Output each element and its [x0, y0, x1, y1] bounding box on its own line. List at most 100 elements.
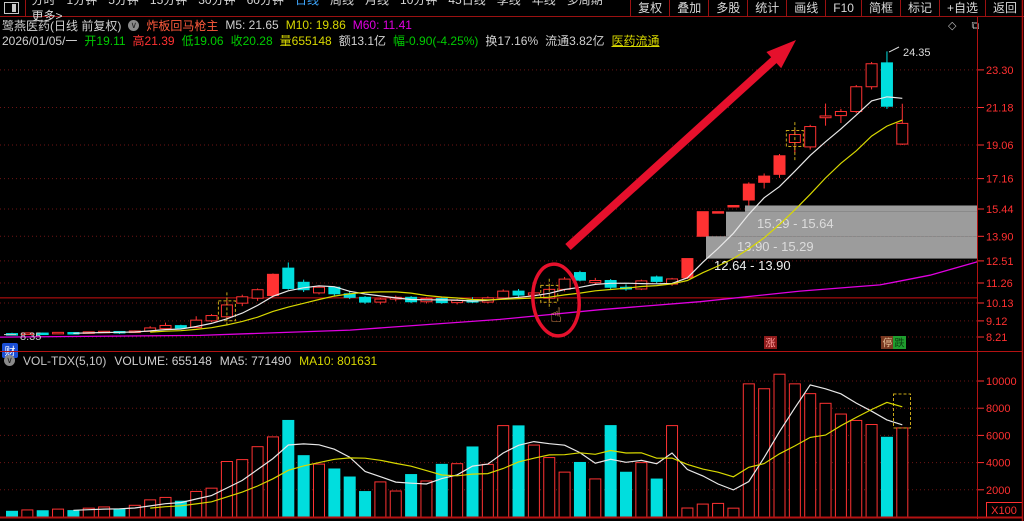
- toolbar-item-5[interactable]: F10: [825, 0, 861, 16]
- menu-item-10[interactable]: 45日线: [448, 0, 486, 7]
- chart-label: 19.06: [986, 140, 1014, 152]
- chart-label: 11.26: [986, 278, 1013, 290]
- limit-badge: [881, 336, 894, 349]
- candle: [681, 258, 694, 279]
- chart-label: 15.29 - 15.64: [757, 216, 834, 231]
- stock-info-part-3: M5: 21.65: [225, 18, 279, 32]
- finance-app-icon[interactable]: [2, 343, 18, 358]
- candle: [635, 280, 648, 290]
- toolbar-item-9[interactable]: 返回: [984, 0, 1024, 16]
- chart-mini-icons[interactable]: ◇ ⧉: [948, 20, 986, 32]
- toolbar-item-1[interactable]: 叠加: [669, 0, 708, 16]
- divider: [25, 0, 26, 17]
- volume-bar: [604, 425, 617, 518]
- candle: [712, 211, 725, 214]
- toolbar-item-6[interactable]: 简框: [860, 0, 900, 16]
- volume-bar: [681, 507, 694, 518]
- menu-item-6[interactable]: 日线: [294, 0, 319, 7]
- menu-item-7[interactable]: 周线: [329, 0, 354, 7]
- chevron-down-icon[interactable]: ∨: [128, 19, 140, 31]
- candle: [205, 315, 218, 322]
- candle: [804, 126, 817, 148]
- volume-bar: [420, 480, 433, 518]
- volume-ma5-line: [73, 384, 903, 511]
- menu-item-8[interactable]: 月线: [365, 0, 390, 7]
- window-panel-icon[interactable]: [4, 2, 19, 14]
- volume-bar: [712, 502, 725, 518]
- toolbar-item-0[interactable]: 复权: [630, 0, 669, 16]
- volume-bar: [405, 474, 418, 518]
- menu-item-5[interactable]: 60分钟: [246, 0, 284, 7]
- candle: [251, 289, 264, 299]
- quote-field-6: 额13.1亿: [338, 33, 387, 48]
- volume-header-part-2: MA5: 771490: [219, 353, 292, 368]
- menu-item-12[interactable]: 年线: [531, 0, 556, 7]
- volume-bar: [819, 402, 832, 518]
- chart-label: 12.51: [986, 256, 1014, 268]
- candle: [497, 290, 510, 299]
- quote-field-10[interactable]: 医药流通: [611, 33, 660, 48]
- candle: [512, 290, 525, 296]
- candle: [374, 298, 387, 303]
- volume-bar: [343, 476, 356, 518]
- arrow-annotation-head: [766, 40, 796, 69]
- candle: [435, 298, 448, 304]
- candle: [819, 115, 832, 119]
- menu-item-13[interactable]: 多周期: [566, 0, 603, 7]
- menu-item-4[interactable]: 30分钟: [198, 0, 236, 7]
- toolbar-item-4[interactable]: 画线: [786, 0, 825, 16]
- chart-label: 15.44: [986, 204, 1014, 216]
- chart-label: 8.35: [20, 331, 41, 343]
- chart-label: 6000: [986, 430, 1010, 442]
- volume-header-part-3: MA10: 801631: [299, 353, 378, 368]
- toolbar-item-8[interactable]: +自选: [938, 0, 985, 16]
- volume-bar: [21, 509, 34, 518]
- stock-info-row: 鹭燕医药(日线 前复权) ∨ 炸板回马枪主 M5: 21.65 M10: 19.86 M6…: [2, 18, 419, 33]
- gap-zone-box: [706, 236, 977, 259]
- candle: [589, 280, 602, 284]
- candle: [159, 324, 172, 330]
- volume-bar: [635, 462, 648, 518]
- volume-bar: [389, 490, 402, 518]
- menu-item-1[interactable]: 1分钟: [66, 0, 98, 7]
- candle: [880, 62, 893, 107]
- menu-item-9[interactable]: 10分钟: [400, 0, 438, 7]
- candle: [696, 211, 709, 237]
- volume-bar: [865, 424, 878, 518]
- chevron-down-icon[interactable]: ∨: [4, 355, 15, 366]
- volume-bar: [758, 388, 771, 518]
- candle: [850, 86, 863, 113]
- toolbar-item-7[interactable]: 标记: [899, 0, 939, 16]
- volume-marked-box: [893, 393, 911, 429]
- menu-item-3[interactable]: 15分钟: [149, 0, 188, 7]
- toolbar-item-2[interactable]: 多股: [708, 0, 747, 16]
- chart-label: 10.13: [986, 298, 1014, 310]
- menu-item-14[interactable]: 更多>: [31, 9, 63, 23]
- menu-item-11[interactable]: 季线: [496, 0, 521, 7]
- candle: [36, 332, 49, 336]
- chart-label: 10000: [986, 376, 1017, 388]
- stock-info-part-2[interactable]: 炸板回马枪主: [146, 18, 219, 33]
- volume-bar: [497, 425, 510, 518]
- quote-field-3: 低19.06: [181, 33, 224, 48]
- candle: [650, 276, 663, 282]
- stock-info-part-4: M10: 19.86: [285, 18, 346, 32]
- volume-bar: [804, 393, 817, 518]
- volume-ma10-line: [150, 401, 903, 509]
- candle: [282, 267, 295, 289]
- candle: [742, 183, 755, 201]
- volume-bar: [6, 510, 18, 518]
- volume-bar: [742, 383, 755, 518]
- limit-badge: [764, 336, 777, 349]
- menu-item-2[interactable]: 5分钟: [108, 0, 139, 7]
- volume-bar: [573, 461, 586, 518]
- volume-bar: [36, 510, 49, 518]
- volume-bar: [144, 499, 157, 518]
- candle: [297, 281, 310, 291]
- volume-bar: [512, 425, 525, 518]
- period-menu-bar: 分时 1分钟 5分钟 15分钟 30分钟 60分钟 日线 周线 月线 10分钟 45日线 季线 年线 多周…: [0, 0, 1024, 23]
- menu-item-0[interactable]: 分时: [31, 0, 56, 7]
- toolbar-item-3[interactable]: 统计: [747, 0, 786, 16]
